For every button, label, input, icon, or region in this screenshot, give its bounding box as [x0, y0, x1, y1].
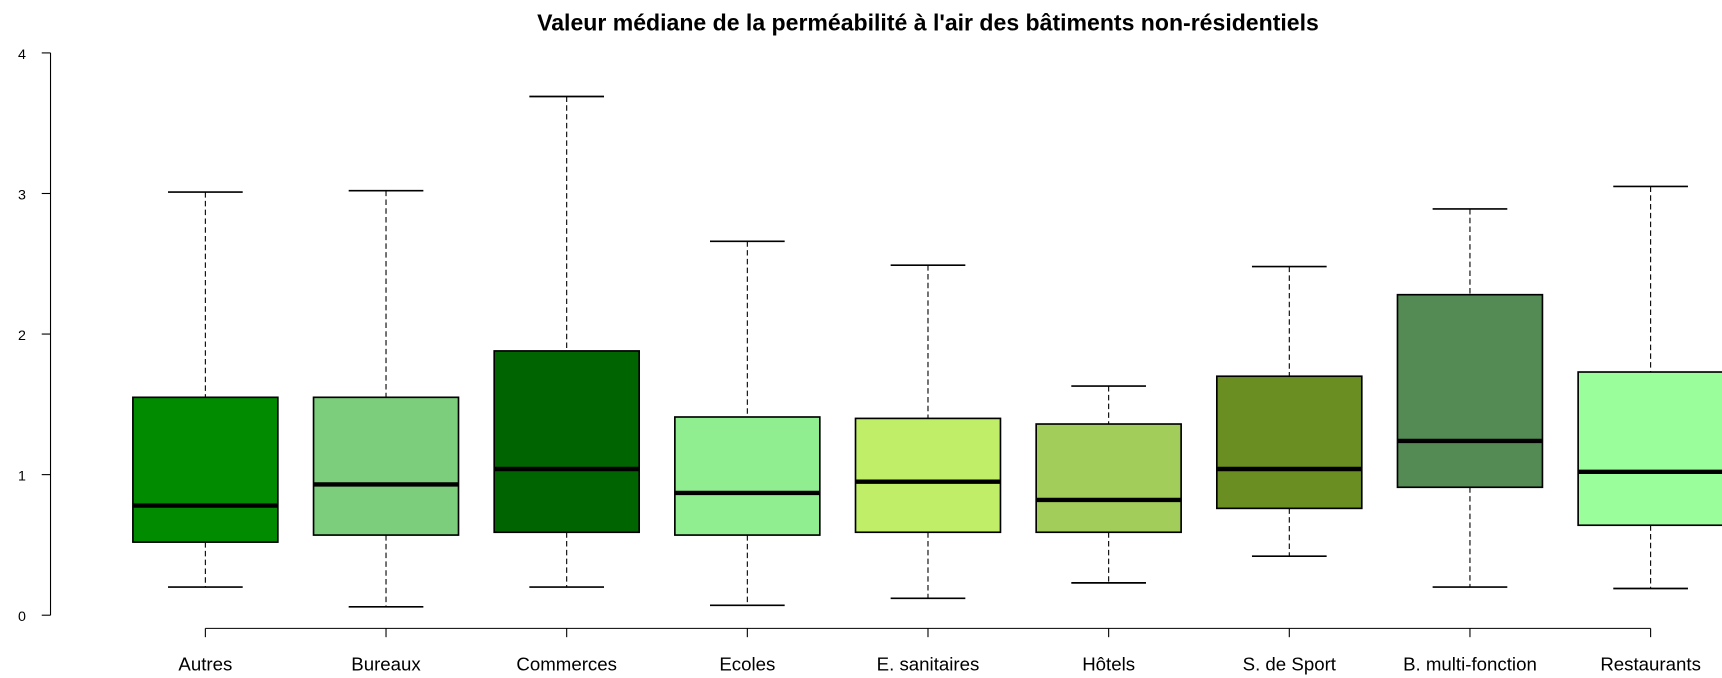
box — [132, 396, 279, 543]
x-tick-label: Ecoles — [719, 654, 775, 675]
box — [1215, 375, 1363, 510]
x-tick-label: S. de Sport — [1243, 654, 1337, 675]
x-tick-label: B. multi-fonction — [1403, 654, 1537, 675]
box — [854, 417, 1002, 534]
x-tick-label: E. sanitaires — [877, 654, 980, 675]
x-tick-label: Hôtels — [1082, 654, 1135, 675]
box — [1035, 423, 1182, 534]
y-tick-label: 3 — [18, 187, 26, 203]
y-tick-label: 4 — [18, 47, 26, 63]
x-tick-label: Bureaux — [351, 654, 421, 675]
y-tick-label: 0 — [18, 609, 26, 625]
y-tick-label: 2 — [18, 328, 26, 344]
x-tick-label: Restaurants — [1600, 654, 1701, 675]
x-tick-label: Autres — [178, 654, 232, 675]
chart-title: Valeur médiane de la perméabilité à l'ai… — [537, 9, 1319, 35]
y-tick-label: 1 — [18, 469, 26, 485]
x-tick-label: Commerces — [516, 654, 617, 675]
box — [493, 350, 640, 534]
box — [674, 416, 821, 536]
box — [312, 396, 460, 536]
box — [1396, 293, 1544, 489]
box — [1577, 371, 1722, 527]
